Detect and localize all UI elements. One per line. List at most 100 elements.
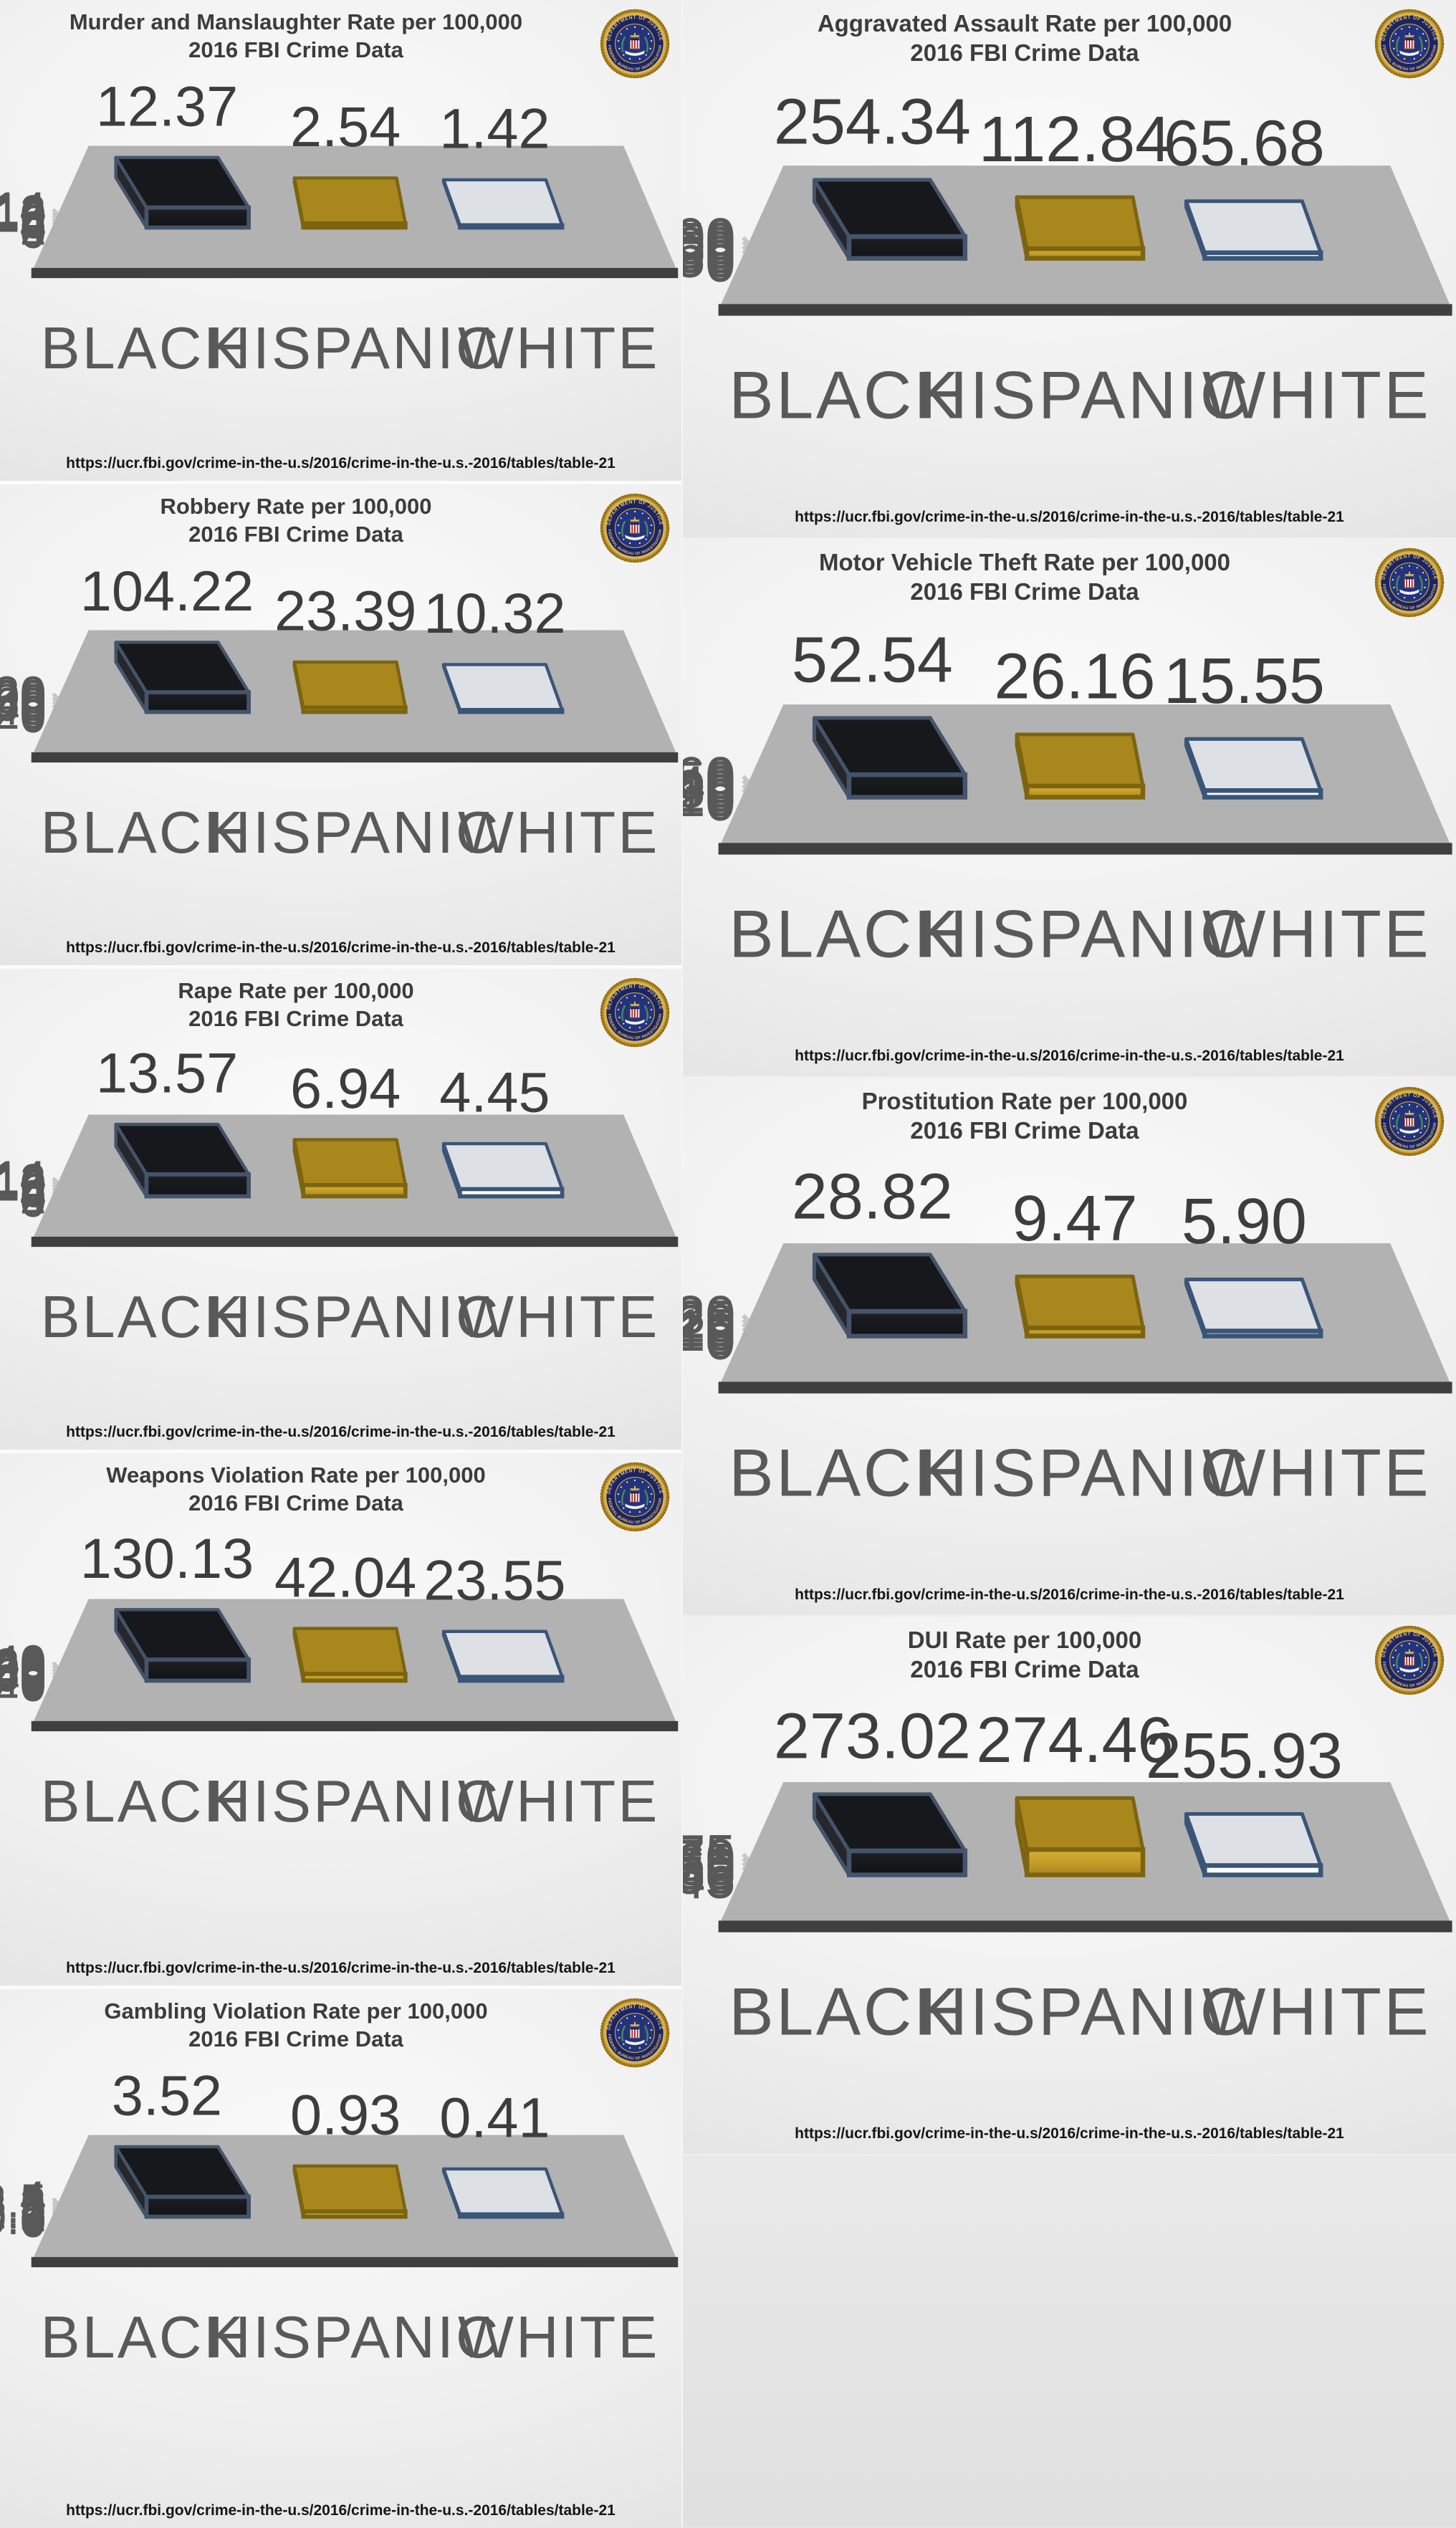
y-tick-label: 30: [683, 760, 735, 820]
bar-front-face: [301, 221, 408, 230]
bar-front-face: [1202, 1863, 1323, 1877]
bar-value-label: 273.02: [774, 1701, 971, 1773]
chart-panel-aggravated-assault: Aggravated Assault Rate per 100,000 2016…: [683, 0, 1456, 539]
bar-front-face: [144, 1172, 251, 1199]
category-label: HISPANIC: [919, 896, 1250, 972]
bar-hispanic: [292, 176, 408, 230]
chart-panel-dui: DUI Rate per 100,000 2016 FBI Crime Data…: [683, 1617, 1456, 2155]
category-label: WHITE: [458, 1768, 659, 1834]
bar-chart-motor-vehicle-theft: 010203040506052.54BLACK26.16HISPANIC15.5…: [683, 625, 1452, 972]
bar-black: [812, 1253, 968, 1339]
y-tick-label: 12: [0, 186, 47, 239]
bar-hispanic: [292, 1627, 408, 1683]
chart-title-line1: Weapons Violation Rate per 100,000: [106, 1462, 486, 1488]
chart-title: Motor Vehicle Theft Rate per 100,000 201…: [712, 547, 1338, 607]
bar-front-face: [846, 772, 968, 800]
fbi-seal-icon: [600, 1462, 670, 1532]
bar-black: [812, 178, 968, 261]
chart-title-line2: 2016 FBI Crime Data: [910, 39, 1139, 67]
category-label: HISPANIC: [919, 1435, 1250, 1510]
chart-title: Rape Rate per 100,000 2016 FBI Crime Dat…: [29, 977, 563, 1033]
y-tick-label: 3: [20, 2178, 47, 2231]
bar-front-face: [144, 205, 251, 230]
fbi-seal-icon: [1374, 1086, 1445, 1157]
bar-value-label: 28.82: [792, 1162, 953, 1233]
y-tick-label: 265: [683, 1833, 735, 1893]
fbi-seal-icon: [600, 977, 670, 1048]
bar-value-label: 52.54: [792, 625, 953, 696]
bar-black: [812, 1792, 968, 1877]
y-tick-label: 40: [0, 683, 47, 736]
bar-front-face: [1202, 788, 1323, 800]
chart-title-line1: Motor Vehicle Theft Rate per 100,000: [818, 549, 1231, 575]
bar-front-face: [1024, 246, 1146, 261]
category-label: WHITE: [1202, 358, 1431, 433]
bar-top-face: [1184, 1812, 1323, 1867]
y-tick-label: 250: [683, 1846, 735, 1906]
bar-value-label: 65.68: [1164, 107, 1325, 179]
y-tick-label: 60: [0, 679, 47, 732]
source-url: https://ucr.fbi.gov/crime-in-the-u.s/201…: [795, 1048, 1344, 1064]
fbi-seal-icon: [600, 9, 670, 79]
category-label: BLACK: [41, 2304, 246, 2370]
chart-title-line2: 2016 FBI Crime Data: [188, 2026, 403, 2051]
y-tick-label: 40: [0, 1652, 47, 1705]
y-tick-label: 20: [683, 764, 735, 824]
y-tick-label: 3.5: [0, 2175, 47, 2228]
y-tick-label: 10: [683, 1303, 735, 1363]
y-tick-label: 10: [0, 189, 47, 242]
bar-black: [114, 1122, 251, 1199]
chart-title: Prostitution Rate per 100,000 2016 FBI C…: [712, 1086, 1338, 1146]
y-tick-label: 250: [683, 212, 735, 272]
empty-gray-area: [683, 2155, 1456, 2527]
y-tick-label: 100: [683, 225, 735, 285]
bar-white: [441, 1629, 565, 1683]
y-tick-label: 30: [683, 1285, 735, 1346]
source-url: https://ucr.fbi.gov/crime-in-the-u.s/201…: [795, 1586, 1344, 1603]
bar-chart-gambling: 00.511.522.533.543.52BLACK0.93HISPANIC0.…: [0, 2064, 679, 2370]
y-tick-label: 12: [0, 1155, 47, 1208]
bar-front-face: [1202, 1328, 1323, 1339]
bar-top-face: [292, 176, 408, 226]
y-tick-label: 1: [20, 2189, 47, 2242]
y-tick-label: 260: [683, 1837, 735, 1897]
category-label: HISPANIC: [208, 1768, 500, 1834]
bar-front-face: [458, 1187, 565, 1199]
bar-value-label: 10.32: [423, 581, 565, 645]
bar-hispanic: [1015, 1796, 1146, 1877]
bar-value-label: 15.55: [1164, 646, 1325, 717]
bar-value-label: 42.04: [274, 1545, 416, 1609]
category-label: BLACK: [41, 1284, 246, 1350]
bar-hispanic: [292, 660, 408, 714]
bar-value-label: 9.47: [1012, 1183, 1138, 1255]
bar-front-face: [1024, 1325, 1146, 1339]
bar-value-label: 0.93: [290, 2082, 401, 2146]
bar-black: [114, 1608, 251, 1683]
source-url: https://ucr.fbi.gov/crime-in-the-u.s/201…: [66, 1960, 616, 1976]
chart-title: DUI Rate per 100,000 2016 FBI Crime Data: [712, 1625, 1338, 1685]
bar-top-face: [441, 1141, 564, 1191]
y-tick-label: 100: [0, 1642, 47, 1695]
chart-title-line1: Gambling Violation Rate per 100,000: [104, 1998, 488, 2024]
chart-title-line2: 2016 FBI Crime Data: [188, 1490, 403, 1516]
source-url: https://ucr.fbi.gov/crime-in-the-u.s/201…: [66, 2502, 616, 2519]
y-tick-label: 20: [0, 1656, 47, 1709]
bar-value-label: 5.90: [1182, 1186, 1307, 1258]
chart-title-line2: 2016 FBI Crime Data: [188, 521, 403, 547]
bar-white: [1184, 199, 1323, 261]
bar-front-face: [301, 2209, 408, 2219]
category-label: BLACK: [729, 1974, 962, 2049]
source-url: https://ucr.fbi.gov/crime-in-the-u.s/201…: [66, 455, 616, 471]
bar-front-face: [1024, 1847, 1146, 1877]
fbi-seal-icon: [1374, 9, 1445, 79]
y-tick-label: 14: [0, 1152, 47, 1205]
fbi-seal-icon: [600, 1998, 670, 2068]
y-tick-label: 0.5: [0, 2192, 47, 2245]
y-tick-label: 1.5: [0, 2186, 47, 2239]
chart-title-line2: 2016 FBI Crime Data: [188, 1005, 403, 1031]
bar-hispanic: [1015, 732, 1146, 800]
bar-front-face: [846, 234, 968, 261]
y-tick-label: 20: [0, 686, 47, 739]
source-url: https://ucr.fbi.gov/crime-in-the-u.s/201…: [66, 1424, 616, 1440]
y-tick-label: 2: [20, 1172, 47, 1225]
